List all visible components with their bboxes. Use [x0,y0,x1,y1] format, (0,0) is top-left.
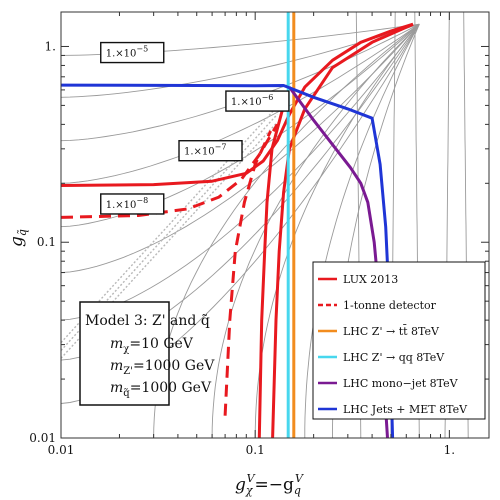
plot-frame [60,11,490,439]
legend-label: LHC Z' → qq 8TeV [343,351,445,364]
y-tick-label: 1. [45,39,56,53]
model-parameter: mq̃=1000 GeV [110,380,212,399]
legend-item: 1-tonne detector [318,299,437,312]
contour-label: 1.×10−8 [100,193,165,215]
y-tick-label: 0.01 [29,431,56,445]
tick-labels: 0.01 0.1 1. 0.01 0.1 1. [29,39,455,457]
contour-label-text: 1.×10−7 [184,143,226,158]
x-tick-label: 0.01 [48,443,75,457]
contour-label-text: 1.×10−8 [106,196,148,211]
legend-item: LHC mono−jet 8TeV [318,377,459,390]
contour-label-text: 1.×10−5 [106,45,148,60]
x-axis-title: gχV=−gqV [235,472,304,497]
series-line [61,123,279,219]
x-tick-label: 0.1 [246,443,265,457]
contour-label: 1.×10−7 [178,140,243,162]
contour-label: 1.×10−5 [100,41,165,64]
legend-label: LUX 2013 [343,273,398,286]
legend: LUX 2013 1-tonne detector LHC Z' → tt̄ 8Te… [312,261,486,420]
contour-line [304,23,420,438]
contour-line [61,23,420,184]
series-line [61,22,414,187]
legend-items: LUX 2013 1-tonne detector LHC Z' → tt̄ 8Te… [318,273,468,416]
legend-label: 1-tonne detector [343,299,437,312]
model-title: Model 3: Z' and q̃ [85,313,210,329]
legend-item: LHC Jets + MET 8TeV [318,403,468,416]
legend-item: LUX 2013 [318,273,398,286]
series-1 [61,123,279,416]
contour-label: 1.×10−6 [225,90,290,112]
model-info-box: Model 3: Z' and q̃ mχ=10 GeV mZ'=1000 GeV… [79,301,215,406]
y-tick-label: 0.1 [37,235,56,249]
series-line [257,105,286,438]
legend-item: LHC Z' → tt̄ 8TeV [318,325,440,338]
legend-label: LHC Z' → tt̄ 8TeV [343,325,440,338]
y-axis-title: gq̃ [7,229,29,247]
contour-line [61,23,420,274]
legend-label: LHC mono−jet 8TeV [343,377,459,390]
x-tick-label: 1. [444,443,455,457]
legend-item: LHC Z' → qq 8TeV [318,351,445,364]
contour-label-text: 1.×10−6 [231,93,273,108]
contour-label-layer: 1.×10−5 1.×10−6 1.×10−7 1.×10−8 [100,41,290,215]
model-parameter: mχ=10 GeV [110,336,194,355]
axis-ticks [60,12,489,439]
legend-label: LHC Jets + MET 8TeV [343,403,468,416]
series-line [223,130,272,416]
model-parameter: mZ'=1000 GeV [110,358,215,377]
model-parameter-lines: mχ=10 GeV mZ'=1000 GeV mq̃=1000 GeV [110,336,215,399]
contour-line [211,23,420,438]
